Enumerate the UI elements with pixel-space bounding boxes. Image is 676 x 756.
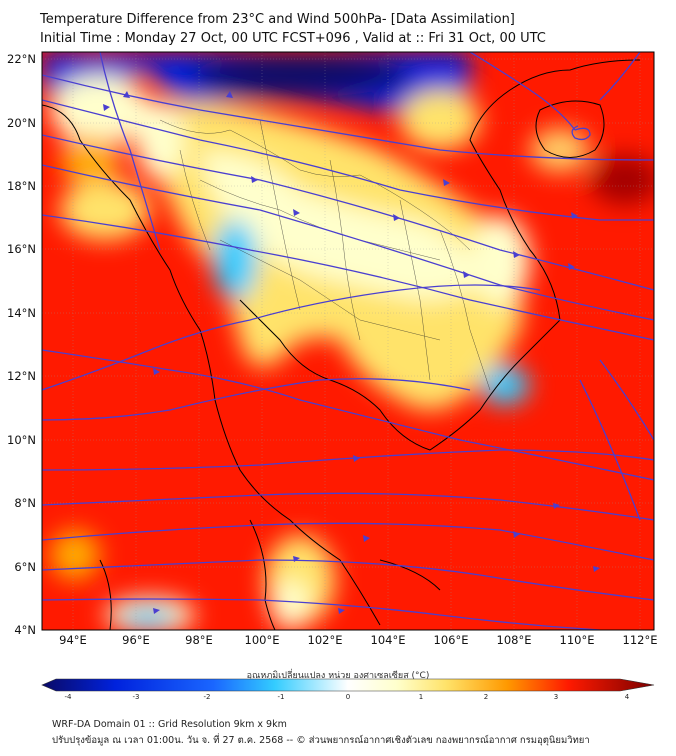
colorbar-label: อุณหภูมิเปลี่ยนแปลง หน่วย องศาเซลเซียส (… xyxy=(246,671,430,681)
colorbar xyxy=(41,678,655,692)
colorbar-tick: 1 xyxy=(418,693,424,701)
lon-label-100e: 100°E xyxy=(244,633,280,647)
lon-label-104e: 104°E xyxy=(370,633,406,647)
graticule xyxy=(42,52,654,630)
map-subtitle: Initial Time : Monday 27 Oct, 00 UTC FCS… xyxy=(40,31,546,46)
colorbar-tick: 3 xyxy=(553,693,559,701)
admin-boundaries xyxy=(159,119,491,391)
lat-label-8n: 8°N xyxy=(14,496,36,510)
weather-map xyxy=(41,51,655,631)
lat-label-22n: 22°N xyxy=(7,52,36,66)
lon-label-94e: 94°E xyxy=(59,633,87,647)
colorbar-tick: -2 xyxy=(203,693,211,701)
lat-label-16n: 16°N xyxy=(7,242,36,256)
wind-streamlines xyxy=(42,52,654,630)
lon-label-108e: 108°E xyxy=(496,633,532,647)
map-title: Temperature Difference from 23°C and Win… xyxy=(40,12,515,27)
lon-label-106e: 106°E xyxy=(433,633,469,647)
lon-label-110e: 110°E xyxy=(559,633,595,647)
map-frame xyxy=(41,51,655,631)
footer-model-info: WRF-DA Domain 01 :: Grid Resolution 9km … xyxy=(52,719,287,730)
lon-label-98e: 98°E xyxy=(185,633,213,647)
wind-arrows xyxy=(103,91,600,614)
coastlines xyxy=(42,59,641,630)
colorbar-tick: -1 xyxy=(277,693,285,701)
colorbar-tick: 4 xyxy=(624,693,630,701)
lat-label-6n: 6°N xyxy=(14,560,36,574)
lat-label-4n: 4°N xyxy=(14,623,36,637)
colorbar-tick: 2 xyxy=(483,693,489,701)
lat-label-14n: 14°N xyxy=(7,306,36,320)
colorbar-tick: -3 xyxy=(132,693,140,701)
colorbar-tick: 0 xyxy=(345,693,351,701)
lat-label-20n: 20°N xyxy=(7,116,36,130)
colorbar-tick: -4 xyxy=(64,693,72,701)
lon-label-112e: 112°E xyxy=(622,633,658,647)
lat-label-18n: 18°N xyxy=(7,179,36,193)
lon-label-102e: 102°E xyxy=(307,633,343,647)
footer-credit: ปรับปรุงข้อมูล ณ เวลา 01:00น. วัน จ. ที่… xyxy=(52,735,590,746)
lat-label-12n: 12°N xyxy=(7,369,36,383)
lat-label-10n: 10°N xyxy=(7,433,36,447)
temperature-field xyxy=(42,52,654,630)
lon-label-96e: 96°E xyxy=(122,633,150,647)
